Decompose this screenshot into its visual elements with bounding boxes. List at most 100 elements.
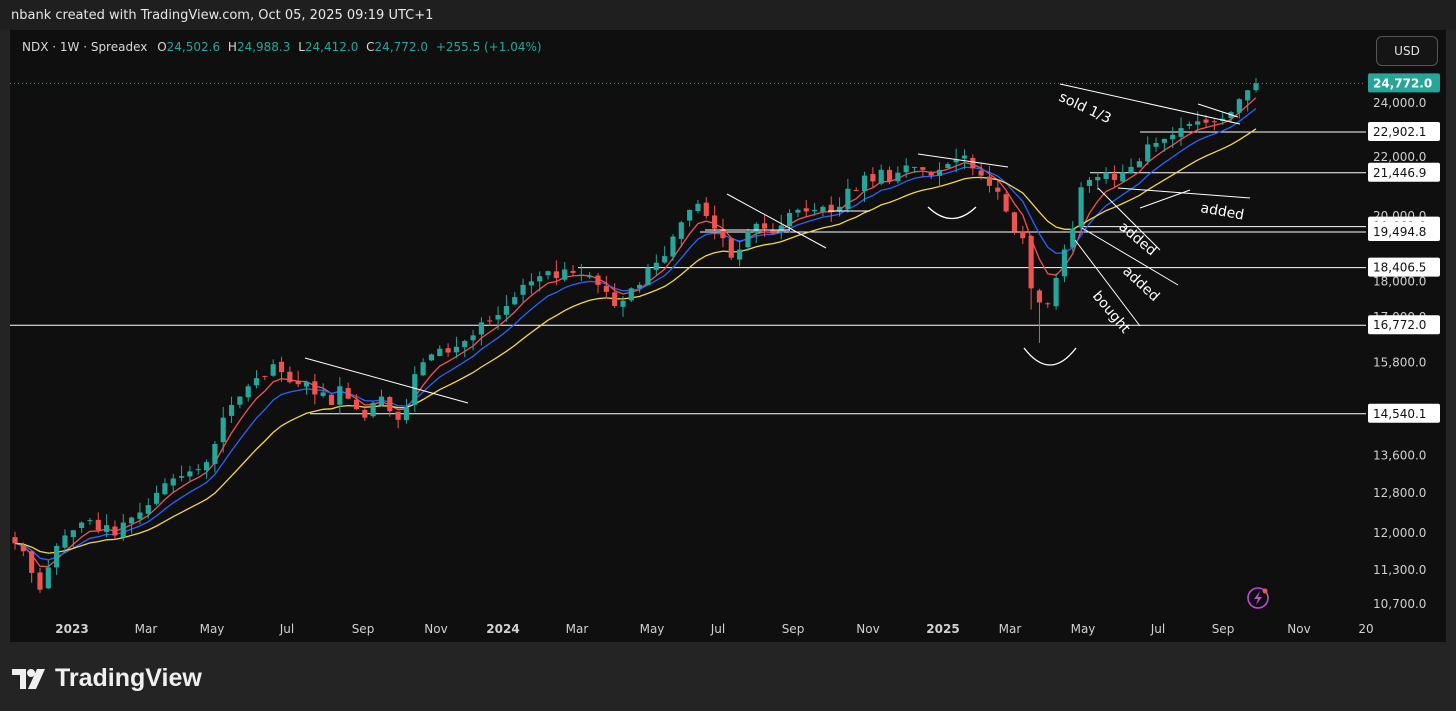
candle-body [1103, 172, 1109, 179]
candle-body [87, 520, 93, 522]
price-labels: 22,902.121,446.919,661.819,494.818,406.5… [1368, 73, 1440, 423]
candle-body [1036, 290, 1043, 303]
candle-body [853, 190, 859, 192]
time-tick-label: May [200, 622, 225, 636]
price-tick-label: 12,000.0 [1373, 526, 1426, 540]
candle-body [20, 545, 26, 552]
candle-body [428, 354, 435, 361]
candle-body [762, 223, 768, 229]
low-label: L [298, 40, 305, 54]
candle-body [328, 394, 335, 405]
level-price-tag [1368, 221, 1440, 241]
candle-body [945, 164, 951, 168]
high-label: H [227, 40, 237, 54]
time-tick-label: Nov [424, 622, 447, 636]
candle-body [870, 174, 876, 182]
candle-body [79, 522, 85, 528]
price-tick-label: 13,600.0 [1373, 448, 1426, 462]
price-axis[interactable]: 24,000.022,000.020,000.018,000.017,000.0… [1373, 96, 1426, 611]
candle-body [570, 270, 576, 273]
currency-button[interactable]: USD [1376, 36, 1438, 66]
candle-body [187, 471, 193, 477]
symbol-label[interactable]: NDX · 1W · Spreadex [22, 40, 148, 54]
candle-body [828, 204, 834, 212]
candle-body [170, 478, 176, 486]
candle-body [562, 269, 568, 280]
level-price-tag [1368, 403, 1440, 423]
candle-body [29, 551, 35, 573]
time-tick-label: 2024 [486, 622, 519, 636]
candle-body [54, 545, 60, 568]
candle-body [645, 267, 651, 285]
candle-body [578, 274, 584, 276]
candle-body [203, 462, 210, 471]
candle-body [345, 388, 351, 399]
candle-body [787, 212, 793, 227]
brand[interactable]: TradingView [12, 664, 202, 693]
footer [0, 642, 1456, 711]
candle-body [1045, 303, 1051, 305]
candle-body [1236, 99, 1242, 113]
ohlc-legend: NDX · 1W · Spreadex O24,502.6 H24,988.3 … [22, 40, 542, 54]
candle-body [637, 284, 643, 289]
candle-body [378, 396, 385, 406]
candle-body [320, 392, 326, 396]
candle-body [520, 284, 526, 295]
candles [12, 77, 1259, 593]
candle-body [112, 526, 118, 536]
candle-body [470, 335, 476, 341]
candle-body [362, 409, 368, 418]
created-with-text: nbank created with TradingView.com, Oct … [11, 8, 434, 23]
candle-body [162, 483, 168, 495]
price-tick-label: 12,800.0 [1373, 486, 1426, 500]
candle-body [287, 371, 293, 383]
annotation-label: sold 1/3 [1056, 89, 1113, 127]
time-tick-label: Sep [782, 622, 805, 636]
candle-body [245, 386, 251, 398]
candle-body [37, 572, 43, 590]
candle-body [1003, 194, 1009, 212]
candle-body [545, 271, 551, 276]
candle-body [453, 346, 460, 353]
time-tick-label: Mar [135, 622, 158, 636]
candle-body [1195, 121, 1201, 125]
time-axis[interactable]: 2023 Mar May Jul Sep Nov 2024 Mar May Jul Sep Nov 20… [55, 622, 1373, 636]
candle-body [820, 206, 826, 212]
candle-body [778, 225, 784, 233]
level-price-text: 22,902.1 [1373, 125, 1426, 139]
level-price-text: 14,540.1 [1373, 407, 1426, 421]
candle-body [895, 172, 901, 182]
candle-body [678, 222, 684, 239]
candle-body [1053, 277, 1059, 307]
time-tick-label: Jul [1150, 622, 1165, 636]
candle-body [220, 417, 226, 443]
candle-body [1245, 90, 1251, 101]
candle-body [512, 297, 518, 305]
price-tick-label: 10,700.0 [1373, 597, 1426, 611]
candle-body [1061, 249, 1068, 277]
candle-body [312, 381, 318, 395]
candle-body [370, 402, 376, 417]
time-tick-label: May [1071, 622, 1096, 636]
trend-line [1197, 103, 1239, 118]
candle-body [95, 519, 101, 531]
attribution-bar: nbank created with TradingView.com, Oct … [0, 0, 1456, 30]
candle-body [445, 348, 451, 353]
candle-body [970, 157, 976, 169]
candle-body [437, 348, 443, 357]
ma-mid-line [14, 107, 1257, 561]
candle-body [1111, 174, 1117, 180]
trend-line [1074, 239, 1141, 327]
candle-body [662, 256, 668, 263]
flash-icon[interactable] [1247, 587, 1269, 609]
candle-body [811, 209, 818, 212]
price-tick-label: 18,000.0 [1373, 274, 1426, 288]
candle-body [687, 209, 693, 221]
candle-body [1020, 231, 1026, 239]
candle-body [528, 281, 534, 286]
candle-body [628, 288, 634, 301]
time-tick-label: Mar [566, 622, 589, 636]
candle-body [70, 530, 76, 538]
